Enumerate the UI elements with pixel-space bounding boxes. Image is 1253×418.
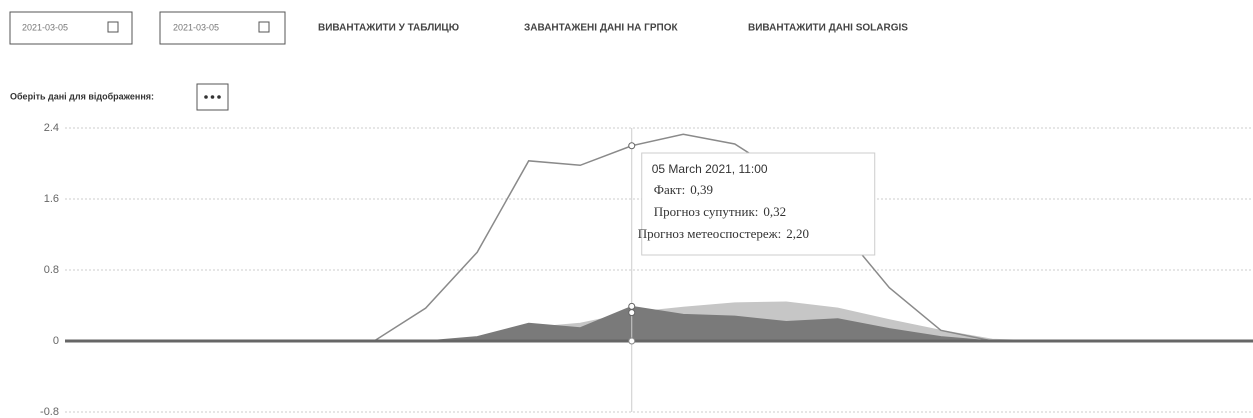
hover-point [628, 337, 636, 345]
dot [217, 95, 221, 99]
tooltip-value: 0,39 [690, 182, 713, 197]
tooltip [641, 152, 876, 256]
tooltip-label: Прогноз метеоспостереж: [638, 226, 781, 241]
y-tick-label: 0 [53, 335, 59, 347]
hover-point [628, 302, 636, 310]
y-tick-label: 2.4 [44, 122, 59, 134]
tooltip-row: Прогноз супутник: 0,32 [654, 204, 786, 219]
hover-point [628, 142, 636, 150]
tooltip-row: Прогноз метеоспостереж: 2,20 [638, 226, 809, 241]
calendar-icon[interactable] [107, 21, 119, 33]
y-tick-label: -0.8 [40, 406, 59, 418]
area [65, 305, 1250, 342]
date-from: 2021-03-05 [22, 22, 68, 32]
y-tick-label: 0.8 [44, 264, 59, 276]
export-table-button[interactable]: ВИВАНТАЖИТИ У ТАБЛИЦЮ [318, 23, 459, 34]
date-to-input[interactable] [159, 11, 286, 45]
calendar-icon[interactable] [258, 21, 270, 33]
tooltip-label: Факт: [654, 182, 685, 197]
tooltip-title: 05 March 2021, 11:00 [652, 162, 768, 176]
date-from-input[interactable] [9, 11, 133, 45]
date-to: 2021-03-05 [173, 22, 219, 32]
tooltip-label: Прогноз супутник: [654, 204, 759, 219]
tooltip-value: 2,20 [786, 226, 809, 241]
chart: 2.4 1.6 0.8 0 -0.8 05 March 2021, 11:00 Факт: 0… [40, 122, 1253, 418]
y-tick-label: 1.6 [44, 193, 59, 205]
loaded-data-button[interactable]: ЗАВАНТАЖЕНІ ДАНІ НА ГРПОК [524, 23, 678, 34]
solargis-button[interactable]: ВИВАНТАЖИТИ ДАНІ SOLARGIS [748, 23, 908, 34]
hover-point [628, 309, 636, 317]
dot [204, 95, 208, 99]
tooltip-value: 0,32 [763, 204, 786, 219]
select-label: Оберіть дані для відображення: [10, 91, 154, 101]
tooltip-row: Факт: 0,39 [654, 182, 713, 197]
dot [210, 95, 215, 99]
